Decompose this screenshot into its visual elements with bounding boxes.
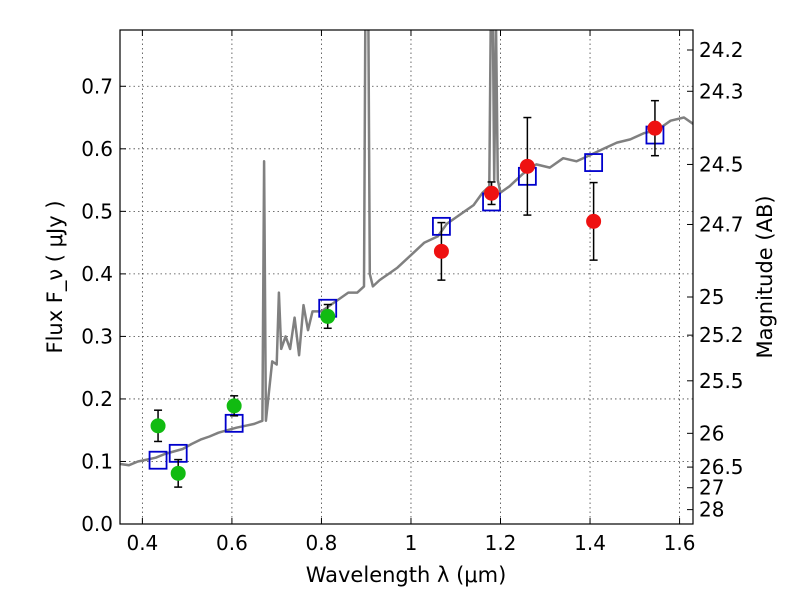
y-tick-label: 0.5: [81, 199, 113, 223]
right-axis-tick-label: 25: [699, 285, 724, 309]
y-tick-label: 0.2: [81, 387, 113, 411]
plot-layer: [120, 30, 693, 488]
right-axis-tick-label: 24.3: [699, 79, 744, 103]
photometry-point: [170, 465, 186, 481]
x-tick-label: 0.4: [126, 531, 158, 555]
right-axis-tick-label: 26.5: [699, 455, 744, 479]
axes-layer: 0.4 0.6 0.8 1 1.2 1.4 1.6 0.0 0.1 0.2 0.3 0.4 0.5 0.6…: [81, 30, 744, 555]
right-axis-label: Magnitude (AB): [753, 195, 777, 358]
right-axis-tick-label: 27: [699, 476, 724, 500]
right-axis-tick-label: 28: [699, 498, 724, 522]
plot-frame: [119, 29, 694, 525]
y-tick-label: 0.1: [81, 449, 113, 473]
y-tick-label: 0.7: [81, 74, 113, 98]
right-axis-tick-label: 24.2: [699, 38, 744, 62]
model-square-marker: [584, 153, 604, 172]
x-tick-label: 1.6: [664, 531, 696, 555]
photometry-point: [433, 243, 449, 259]
x-tick-label: 0.8: [306, 531, 338, 555]
x-tick-label: 0.6: [216, 531, 248, 555]
photometry-point: [519, 158, 535, 174]
x-tick-label: 1: [405, 531, 418, 555]
right-axis-tick-label: 25.5: [699, 369, 744, 393]
y-tick-label: 0.4: [81, 262, 113, 286]
model-square-marker: [148, 450, 168, 470]
y-tick-label: 0.3: [81, 324, 113, 348]
y-axis-label: Flux F_ν ( μJy ): [43, 200, 68, 353]
photometry-point: [226, 398, 242, 414]
y-tick-label: 0.6: [81, 137, 113, 161]
photometry-point: [150, 418, 166, 434]
x-tick-label: 1.2: [485, 531, 517, 555]
x-tick-label: 1.4: [574, 531, 606, 555]
right-axis-tick-label: 24.7: [699, 212, 744, 236]
photometry-point: [484, 185, 500, 201]
photometry-point: [647, 120, 663, 136]
right-axis-tick-label: 26: [699, 421, 724, 445]
y-tick-label: 0.0: [81, 512, 113, 536]
grid-layer: [120, 30, 693, 525]
photometry-point: [320, 308, 336, 324]
photometry-point: [586, 213, 602, 229]
x-axis-label: Wavelength λ (μm): [306, 563, 507, 587]
right-axis-tick-label: 24.5: [699, 152, 744, 176]
right-axis-tick-label: 25.2: [699, 323, 744, 347]
